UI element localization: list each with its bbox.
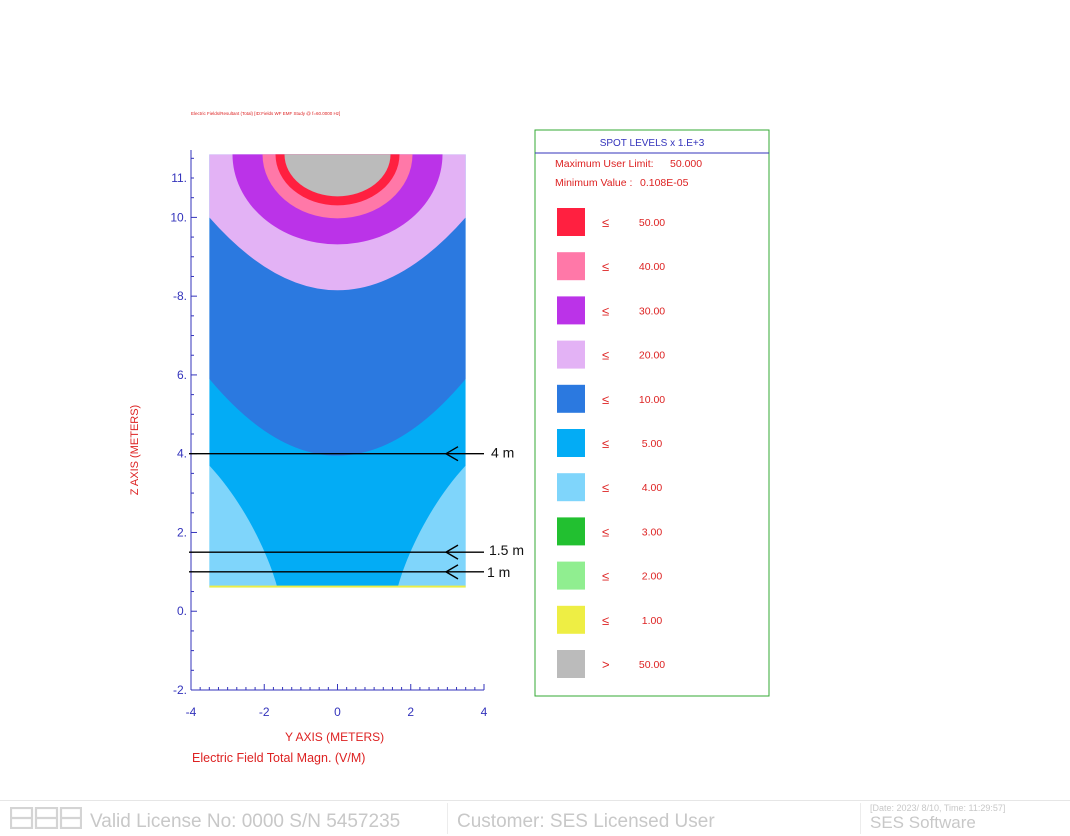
y-tick-label: 10. — [170, 210, 187, 224]
legend-swatch — [557, 517, 585, 546]
x-tick-label: -2 — [259, 705, 270, 719]
annotation-label: 1 m — [487, 564, 510, 580]
legend-value: 4.00 — [642, 482, 663, 494]
legend-value: 1.00 — [642, 615, 663, 627]
legend-symbol: ≤ — [602, 613, 609, 628]
legend-symbol: ≤ — [602, 436, 609, 451]
field-band-over-50 — [284, 154, 391, 197]
legend-min-value: 0.108E-05 — [640, 177, 689, 189]
legend-swatch — [557, 429, 585, 457]
height-annotations: 4 m 1.5 m 1 m — [189, 445, 524, 580]
annotation-label: 4 m — [491, 445, 514, 461]
legend-swatch — [557, 605, 585, 634]
y-axis-label: Z AXIS (METERS) — [129, 405, 141, 495]
legend-swatch — [557, 340, 585, 369]
legend-title: SPOT LEVELS x 1.E+3 — [600, 138, 705, 149]
annotation-arrowhead — [444, 564, 459, 580]
legend-value: 20.00 — [639, 350, 665, 362]
y-tick-label: 2. — [177, 525, 187, 539]
legend-symbol: > — [602, 657, 610, 672]
x-tick-label: 4 — [481, 705, 488, 719]
license-text: Valid License No: 0000 S/N 5457235 — [90, 811, 401, 832]
legend-value: 50.00 — [639, 217, 665, 229]
legend-value: 30.00 — [639, 305, 665, 317]
x-tick-label: -4 — [186, 705, 197, 719]
y-tick-label: 0. — [177, 604, 187, 618]
ses-logo — [10, 807, 82, 829]
legend-max-value: 50.000 — [670, 158, 702, 170]
annotation-label: 1.5 m — [489, 542, 524, 558]
chart-subtitle: Electric Field Total Magn. (V/M) — [192, 751, 365, 765]
footer-separator — [860, 803, 861, 834]
field-band-1 — [209, 585, 466, 588]
legend-symbol: ≤ — [602, 480, 609, 495]
y-tick-label: 4. — [177, 447, 187, 461]
legend-symbol: ≤ — [602, 348, 609, 363]
chart-title: Electric Fields/Resultant (Total) [ID:Fi… — [191, 111, 340, 116]
legend-symbol: ≤ — [602, 569, 609, 584]
legend-frame — [534, 129, 770, 697]
y-tick-label: 11. — [171, 171, 187, 185]
x-axis-label: Y AXIS (METERS) — [285, 730, 384, 744]
timestamp: [Date: 2023/ 8/10, Time: 11:29:57] — [870, 803, 1006, 813]
legend-symbol: ≤ — [602, 303, 609, 318]
legend-value: 5.00 — [642, 438, 663, 450]
legend: SPOT LEVELS x 1.E+3 Maximum User Limit: … — [534, 129, 770, 697]
y-tick-label: 6. — [177, 368, 187, 382]
field-band-4-right — [397, 465, 466, 588]
legend-swatch — [557, 473, 585, 502]
annotation-arrowhead — [444, 446, 459, 462]
legend-max-label: Maximum User Limit: — [555, 158, 654, 170]
legend-swatch — [557, 561, 585, 590]
x-tick-label: 0 — [334, 705, 341, 719]
footer-separator — [447, 803, 448, 834]
legend-entries: ≤50.00 ≤ 40.00 ≤ 30.00 ≤ 20.00 ≤ 10.00 ≤ 5.00 ≤ 4.00… — [557, 208, 665, 678]
legend-symbol: ≤ — [602, 215, 609, 230]
license-footer: Valid License No: 0000 S/N 5457235 Custo… — [0, 800, 1070, 836]
vendor-text: SES Software — [870, 813, 976, 832]
legend-value: 2.00 — [642, 571, 663, 583]
legend-symbol: ≤ — [602, 259, 609, 274]
y-tick-label: -2. — [173, 683, 187, 697]
legend-swatch — [557, 650, 585, 678]
customer-text: Customer: SES Licensed User — [457, 811, 715, 832]
legend-swatch — [557, 296, 585, 325]
contour-region — [209, 154, 466, 588]
legend-value: 10.00 — [639, 394, 665, 406]
legend-symbol: ≤ — [602, 392, 609, 407]
x-tick-label: 2 — [407, 705, 414, 719]
field-band-4-left — [209, 465, 278, 588]
y-tick-label: -8. — [173, 289, 187, 303]
annotation-arrowhead — [444, 544, 459, 560]
legend-swatch — [557, 252, 585, 281]
legend-value: 50.00 — [639, 659, 665, 671]
legend-symbol: ≤ — [602, 524, 609, 539]
legend-swatch — [557, 384, 585, 413]
legend-swatch — [557, 208, 585, 236]
legend-value: 40.00 — [639, 261, 665, 273]
legend-value: 3.00 — [642, 526, 663, 538]
legend-min-label: Minimum Value : — [555, 177, 632, 189]
